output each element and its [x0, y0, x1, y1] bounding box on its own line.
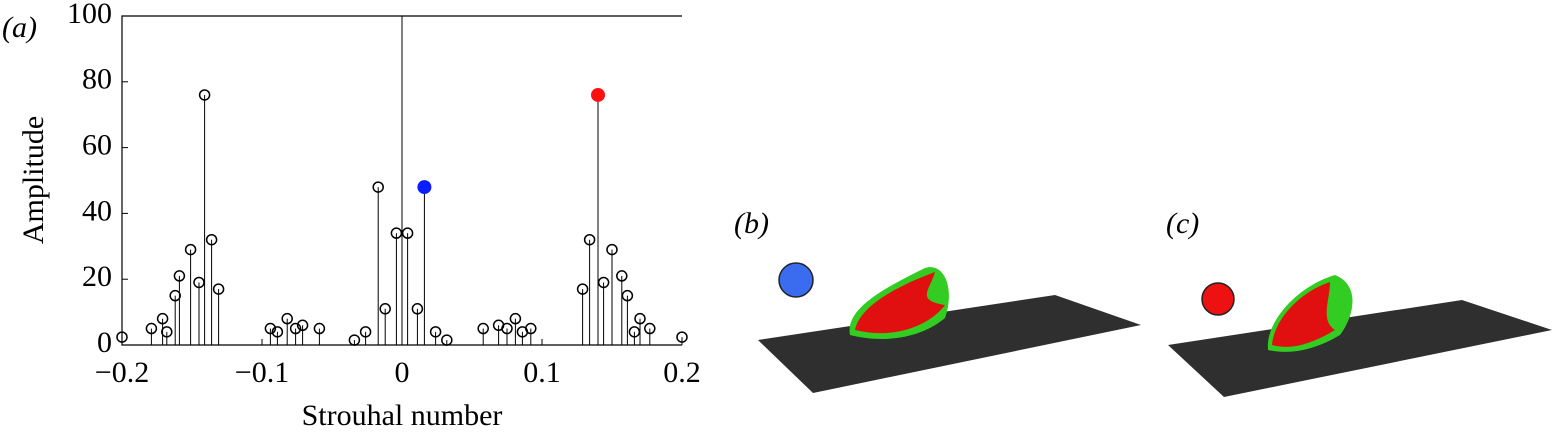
- y-tick-label: 0: [97, 326, 112, 359]
- stem-marker: [634, 312, 646, 325]
- probe-marker: [778, 262, 814, 298]
- stem-marker: [441, 334, 453, 346]
- panel-b: (b): [734, 207, 1141, 393]
- x-tick-label: 0.2: [663, 356, 701, 389]
- stem-marker: [348, 334, 361, 346]
- stem-marker: [173, 270, 186, 282]
- vortex-red: [855, 272, 945, 334]
- y-axis-label: Amplitude: [17, 116, 50, 244]
- stem-marker: [264, 322, 277, 335]
- stem-marker: [583, 233, 596, 246]
- stem-marker: [676, 331, 688, 343]
- stem-marker: [390, 227, 403, 239]
- stem-marker: [411, 303, 424, 315]
- highlight-marker: [591, 87, 605, 102]
- stem-marker: [525, 322, 537, 335]
- x-tick-label: 0.1: [523, 356, 561, 389]
- panel-label: (a): [2, 11, 37, 44]
- panel-label: (b): [734, 207, 769, 240]
- stem-marker: [212, 283, 225, 295]
- stem-marker: [372, 181, 384, 193]
- stem-marker: [576, 283, 589, 295]
- stem-marker: [289, 322, 302, 335]
- x-tick-label: 0: [395, 356, 410, 389]
- plate: [1168, 300, 1552, 397]
- stem-marker: [501, 322, 513, 335]
- stem-marker: [401, 227, 414, 239]
- stem-marker: [597, 276, 610, 289]
- stem-marker: [616, 270, 628, 282]
- stem-marker: [205, 233, 218, 246]
- stem-marker: [628, 326, 641, 338]
- x-tick-label: −0.2: [95, 356, 149, 389]
- stem-marker: [313, 322, 326, 335]
- panel-c: (c): [1166, 207, 1552, 397]
- y-tick-label: 40: [82, 194, 112, 227]
- stem-marker: [145, 322, 158, 335]
- stem-marker: [606, 243, 618, 256]
- stem-marker: [379, 303, 391, 315]
- vortex-red: [1272, 282, 1335, 347]
- x-tick-label: −0.1: [235, 356, 289, 389]
- stem-marker: [621, 289, 634, 302]
- plate: [758, 295, 1141, 393]
- stem-marker: [509, 312, 522, 325]
- x-axis-label: Strouhal number: [302, 399, 503, 432]
- stem-marker: [184, 243, 197, 256]
- y-tick-label: 80: [82, 63, 112, 96]
- stem-marker: [281, 312, 293, 325]
- stem-marker: [193, 276, 205, 289]
- stem-marker: [271, 326, 284, 338]
- stem-marker: [116, 331, 128, 343]
- probe-marker: [1201, 282, 1235, 316]
- stem-marker: [156, 312, 169, 325]
- stem-marker: [359, 326, 372, 338]
- stem-marker: [198, 89, 211, 101]
- stem-marker: [477, 322, 489, 335]
- stem-marker: [169, 289, 181, 302]
- panel-label: (c): [1166, 207, 1199, 240]
- stem-marker: [296, 319, 309, 332]
- y-tick-label: 60: [82, 128, 112, 161]
- stem-marker: [161, 326, 173, 338]
- stem-marker: [429, 326, 442, 338]
- y-tick-label: 100: [67, 0, 112, 30]
- y-tick-label: 20: [82, 260, 112, 293]
- stem-marker: [644, 322, 656, 335]
- highlight-marker: [417, 180, 432, 195]
